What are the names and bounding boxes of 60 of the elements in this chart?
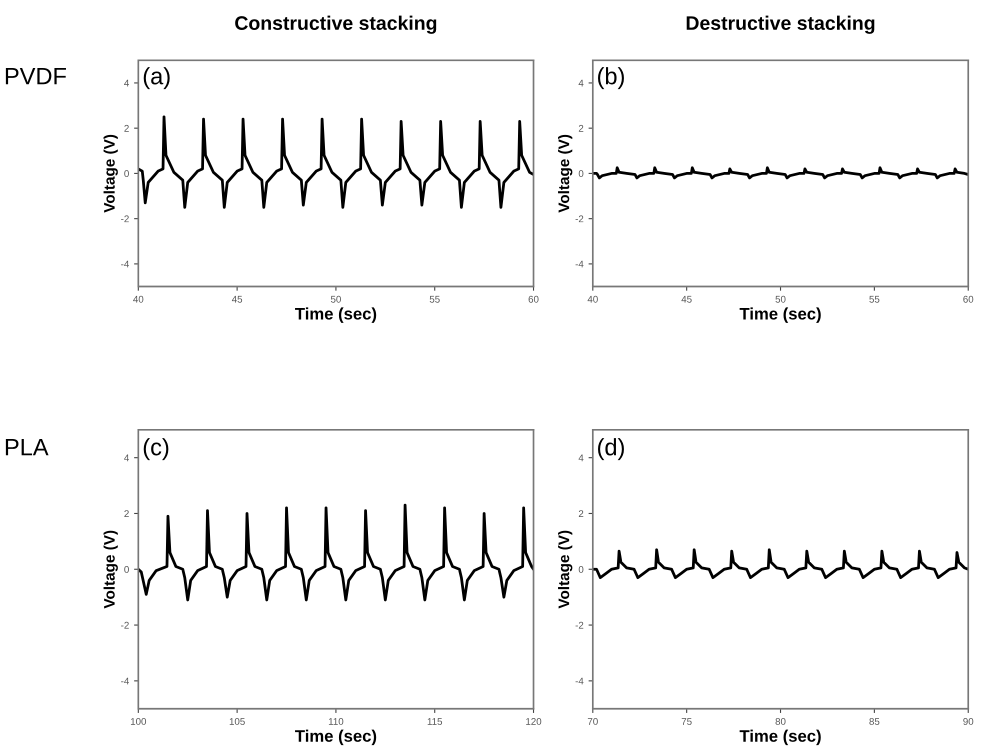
line-series: [592, 548, 968, 580]
x-tick-label: 100: [130, 718, 146, 725]
y-tick-label: -2: [121, 622, 129, 629]
x-tick-label: 55: [869, 296, 880, 303]
x-tick-label: 55: [430, 296, 440, 303]
annotation: (a): [144, 67, 170, 90]
annotation: (b): [598, 67, 624, 90]
y-tick-label: -2: [576, 622, 584, 629]
x-tick-label: 70: [588, 718, 598, 725]
x-tick-label: 50: [776, 296, 786, 303]
y-tick-label: 2: [124, 124, 129, 132]
y-tick-label: -4: [576, 260, 584, 268]
y-axis-title: Voltage (V): [104, 134, 118, 213]
y-tick-label: -4: [576, 678, 584, 684]
y-axis-title: Voltage (V): [558, 530, 572, 608]
x-tick-label: 85: [869, 718, 880, 725]
annotation: (c): [144, 438, 168, 460]
y-tick-label: 0: [124, 566, 129, 573]
x-tick-label: 115: [428, 718, 442, 725]
x-tick-label: 75: [682, 718, 692, 725]
x-tick-label: 45: [681, 296, 692, 303]
line-series: [138, 115, 534, 209]
y-tick-label: 0: [578, 566, 584, 573]
x-axis-title: Time (sec): [295, 307, 376, 323]
chart-title: Constructive stacking: [235, 16, 436, 34]
annotation: (d): [598, 438, 624, 460]
x-tick-label: 110: [328, 718, 344, 725]
x-tick-label: 105: [230, 718, 245, 725]
y-tick-label: 4: [578, 454, 584, 462]
y-tick-label: -2: [121, 215, 129, 222]
x-tick-label: 40: [133, 296, 144, 303]
x-axis-title: Time (sec): [740, 730, 821, 746]
y-axis-title: Voltage (V): [104, 530, 118, 608]
y-tick-label: 4: [578, 80, 584, 86]
y-tick-label: -2: [576, 215, 584, 222]
x-tick-label: 60: [528, 296, 539, 303]
y-axis-title: Voltage (V): [558, 134, 572, 213]
x-tick-label: 80: [776, 718, 786, 725]
x-axis-title: Time (sec): [295, 730, 376, 746]
line-series: [592, 166, 968, 180]
y-tick-label: 4: [124, 454, 130, 462]
y-tick-label: 0: [578, 170, 584, 178]
x-tick-label: 120: [526, 718, 542, 725]
x-axis-title: Time (sec): [740, 307, 821, 323]
x-tick-label: 60: [963, 296, 974, 303]
x-tick-label: 90: [963, 718, 974, 725]
y-tick-label: 2: [124, 510, 129, 517]
x-tick-label: 45: [232, 296, 242, 303]
x-tick-label: 50: [330, 296, 341, 303]
text: PLA: [6, 439, 49, 456]
text: PVDF: [6, 68, 66, 84]
x-tick-label: 40: [588, 296, 598, 303]
y-tick-label: 4: [124, 80, 130, 86]
y-tick-label: 2: [578, 510, 584, 517]
chart-title: Destructive stacking: [686, 16, 874, 34]
line-series: [138, 504, 534, 602]
y-tick-label: 2: [578, 124, 584, 132]
y-tick-label: 0: [124, 170, 129, 178]
y-tick-label: -4: [121, 260, 130, 268]
y-tick-label: -4: [121, 678, 130, 684]
